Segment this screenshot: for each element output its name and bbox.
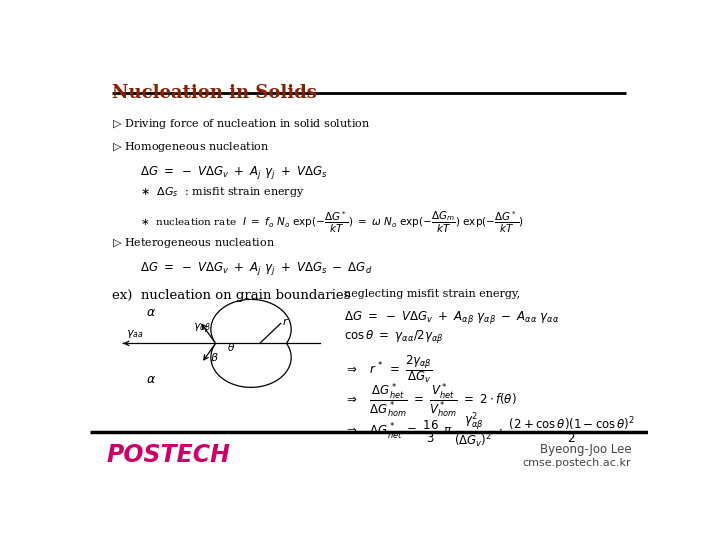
Text: $\alpha$: $\alpha$ [145,373,156,386]
Text: Nucleation in Solids: Nucleation in Solids [112,84,318,102]
Text: ex)  nucleation on grain boundaries: ex) nucleation on grain boundaries [112,288,351,301]
Text: $\triangleright$ Heterogeneous nucleation: $\triangleright$ Heterogeneous nucleatio… [112,236,275,250]
Text: $\gamma_{\alpha\beta}$: $\gamma_{\alpha\beta}$ [193,322,212,336]
Text: $\cos\theta \ = \ \gamma_{\alpha\alpha}/2\gamma_{\alpha\beta}$: $\cos\theta \ = \ \gamma_{\alpha\alpha}/… [344,328,444,346]
Text: $\ast \ \ \Delta G_s \ $ : misfit strain energy: $\ast \ \ \Delta G_s \ $ : misfit strain… [140,185,305,199]
Text: $r$: $r$ [282,316,289,327]
Text: $\triangleright$ Driving force of nucleation in solid solution: $\triangleright$ Driving force of nuclea… [112,117,371,131]
Text: $\alpha$: $\alpha$ [145,306,156,319]
Text: $\beta$: $\beta$ [210,352,219,366]
Text: cmse.postech.ac.kr: cmse.postech.ac.kr [523,458,631,468]
Text: $\Rightarrow \quad \Delta G^*_{het} \ = \ \dfrac{16}{3} \ \pi \ \dfrac{\gamma^2_: $\Rightarrow \quad \Delta G^*_{het} \ = … [344,411,636,450]
Text: $\Delta G \ = \ - \ V \Delta G_v \ + \ A_{\alpha\beta} \ \gamma_{\alpha\beta} \ : $\Delta G \ = \ - \ V \Delta G_v \ + \ A… [344,309,559,326]
Text: $\Rightarrow \quad \dfrac{\Delta G^*_{het}}{\Delta G^*_{hom}} \ = \ \dfrac{V^*_{: $\Rightarrow \quad \dfrac{\Delta G^*_{he… [344,382,516,420]
Text: $\triangleright$ Homogeneous nucleation: $\triangleright$ Homogeneous nucleation [112,140,269,154]
Text: $\Delta G \ = \ - \ V \Delta G_v \ + \ A_j \ \gamma_j \ + \ V \Delta G_s \ - \ \: $\Delta G \ = \ - \ V \Delta G_v \ + \ A… [140,260,372,277]
Text: $\Delta G \ = \ - \ V \Delta G_v \ + \ A_j \ \gamma_j \ + \ V \Delta G_s$: $\Delta G \ = \ - \ V \Delta G_v \ + \ A… [140,164,328,181]
Text: $\gamma_{aa}$: $\gamma_{aa}$ [126,328,143,340]
Text: POSTECH: POSTECH [107,443,230,467]
Text: $\theta$: $\theta$ [227,341,235,353]
Text: $\ast \ $ nucleation rate $\ I \ = \ f_o \ N_o \ \exp(-\dfrac{\Delta G^*}{kT}) \: $\ast \ $ nucleation rate $\ I \ = \ f_o… [140,210,523,234]
Text: $\Rightarrow \quad r^* \ = \ \dfrac{2\gamma_{\alpha\beta}}{\Delta G_v}$: $\Rightarrow \quad r^* \ = \ \dfrac{2\ga… [344,353,433,384]
Text: Byeong-Joo Lee: Byeong-Joo Lee [539,443,631,456]
Text: neglecting misfit strain energy,: neglecting misfit strain energy, [344,288,520,299]
